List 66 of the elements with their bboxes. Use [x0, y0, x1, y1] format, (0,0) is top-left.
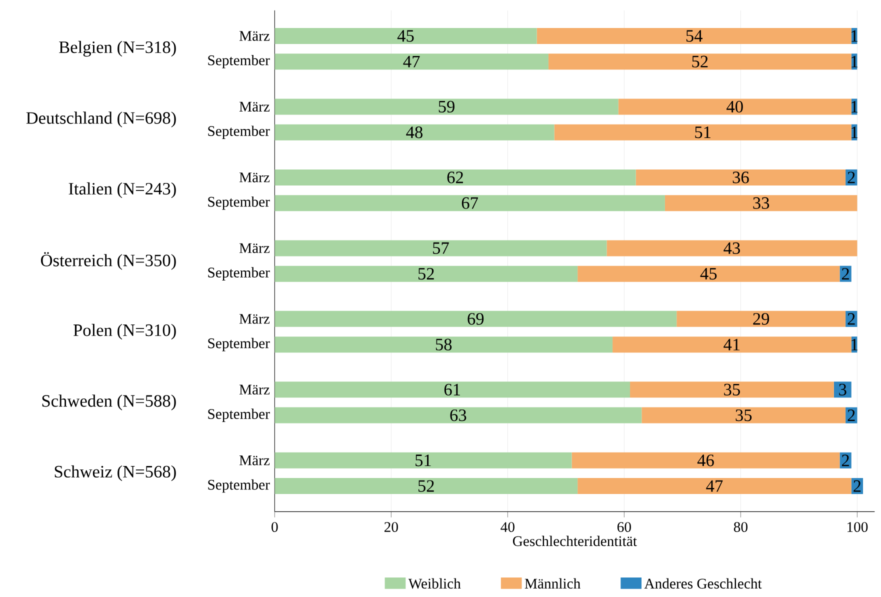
data-label: 41 — [724, 338, 740, 350]
y-tick-label: März — [239, 243, 270, 254]
data-label: 62 — [447, 172, 463, 184]
data-label: 58 — [436, 338, 452, 350]
y-tick-label: März — [239, 384, 270, 395]
data-label: 45 — [700, 268, 717, 280]
data-label: 52 — [418, 268, 434, 280]
y-tick-label: März — [239, 314, 270, 324]
data-label: 35 — [736, 409, 752, 422]
data-label: 45 — [397, 30, 414, 42]
data-label: 29 — [753, 313, 770, 325]
data-label: 57 — [433, 242, 449, 254]
data-label: 48 — [406, 126, 422, 138]
text: Belgien (N=318) — [59, 40, 176, 57]
legend-label: Weiblich — [408, 578, 461, 589]
x-tick-label: 40 — [500, 522, 514, 532]
text: Italien (N=243) — [68, 182, 176, 198]
data-label: 69 — [468, 313, 484, 325]
text: Schweiz (N=568) — [54, 465, 176, 482]
legend-label: Männlich — [524, 578, 580, 589]
data-label: 47 — [403, 56, 420, 68]
x-tick-label: 100 — [847, 522, 868, 532]
y-tick-label: September — [208, 126, 270, 139]
data-label: 67 — [462, 197, 478, 209]
y-tick-label: September — [208, 196, 270, 210]
y-tick-label: September — [208, 267, 270, 280]
data-label: 47 — [706, 480, 723, 492]
y-tick-label: März — [239, 31, 270, 41]
data-label: 51 — [695, 126, 710, 138]
text: Schweden (N=588) — [42, 394, 176, 410]
y-tick-label: März — [239, 172, 270, 182]
data-label: 36 — [732, 172, 749, 184]
x-tick-label: 60 — [617, 522, 631, 532]
y-tick-label: September — [208, 479, 270, 493]
data-label: 2 — [842, 268, 849, 280]
data-label: 43 — [724, 242, 740, 254]
data-label: 52 — [692, 56, 708, 68]
text: Deutschland (N=698) — [26, 112, 176, 128]
x-tick-label: 80 — [734, 522, 748, 532]
y-tick-label: März — [239, 456, 270, 466]
data-label: 35 — [724, 384, 740, 396]
text: Österreich (N=350) — [40, 252, 176, 270]
x-tick-label: 20 — [384, 522, 398, 532]
data-label: 2 — [848, 410, 855, 422]
data-label: 2 — [848, 172, 855, 184]
y-tick-label: September — [208, 54, 270, 68]
y-tick-label: September — [208, 408, 270, 422]
data-label: 33 — [753, 197, 770, 209]
data-label: 63 — [450, 409, 466, 422]
data-label: 46 — [697, 454, 714, 466]
data-label: 61 — [444, 384, 460, 396]
data-label: 2 — [848, 313, 855, 325]
legend-label: Anderes Geschlecht — [644, 578, 762, 589]
text: Polen (N=310) — [73, 324, 176, 340]
data-label: 2 — [842, 454, 849, 466]
y-tick-label: März — [239, 102, 270, 112]
x-axis-title: Geschlechteridentität — [512, 536, 637, 546]
data-label: 3 — [839, 384, 846, 396]
x-tick-label: 0 — [272, 522, 278, 532]
data-label: 54 — [686, 30, 702, 42]
data-label: 51 — [416, 454, 431, 466]
data-label: 59 — [438, 100, 454, 113]
data-label: 2 — [854, 480, 861, 492]
data-label: 52 — [418, 480, 434, 492]
data-label: 40 — [726, 100, 743, 113]
y-tick-label: September — [208, 338, 270, 352]
